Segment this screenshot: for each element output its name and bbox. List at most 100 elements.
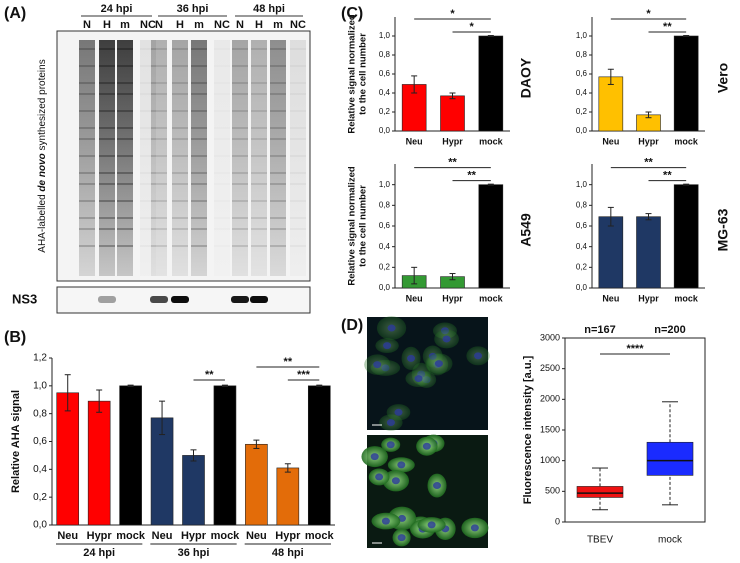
- bar: [440, 95, 465, 132]
- y-tick-label: 0,4: [379, 242, 391, 251]
- panel-label: (C): [341, 5, 363, 22]
- y-tick-label: 0,8: [379, 200, 391, 209]
- bar: [307, 385, 331, 526]
- bar: [119, 385, 142, 526]
- blot-band: [191, 183, 207, 185]
- blot-band: [151, 155, 167, 157]
- blot-band: [251, 245, 267, 247]
- lane-label: H: [103, 19, 111, 31]
- y-tick-label: 0,2: [33, 492, 47, 503]
- y-tick-label: 0,2: [379, 262, 391, 271]
- blot-band: [172, 65, 188, 67]
- x-tick-label: Neu: [406, 293, 423, 303]
- blot-band: [214, 183, 230, 185]
- blot-band: [117, 82, 133, 84]
- blot-band: [117, 65, 133, 67]
- x-tick-label: mock: [479, 136, 504, 146]
- blot-band: [251, 127, 267, 129]
- blot-band: [172, 217, 188, 219]
- x-tick-label: Hypr: [638, 293, 659, 303]
- y-tick-label: 1000: [540, 455, 560, 465]
- x-tick-label: Hypr: [442, 136, 463, 146]
- n-label: n=200: [654, 324, 686, 336]
- blot-band: [79, 127, 95, 129]
- blot-band: [270, 183, 286, 185]
- x-tick-label: Hypr: [87, 530, 113, 542]
- y-tick-label: 0,6: [379, 221, 391, 230]
- x-tick-label: mock: [658, 535, 683, 546]
- y-tick-label: 1,0: [576, 31, 588, 40]
- blot-band: [151, 217, 167, 219]
- blot-band: [191, 245, 207, 247]
- blot-band: [79, 48, 95, 50]
- blot-band: [270, 138, 286, 140]
- blot-band: [117, 183, 133, 185]
- y-tick-label: 0,6: [379, 69, 391, 78]
- nucleus: [394, 408, 403, 416]
- significance-label: ****: [626, 343, 644, 355]
- blot-band: [79, 93, 95, 95]
- x-tick-label: TBEV: [587, 535, 613, 546]
- blot-band: [172, 48, 188, 50]
- blot-band: [151, 245, 167, 247]
- blot-band: [151, 200, 167, 202]
- blot-band: [251, 228, 267, 230]
- ylabel-part: de novo: [37, 153, 48, 191]
- blot-band: [79, 172, 95, 174]
- blot-band: [99, 65, 115, 67]
- blot-band: [191, 65, 207, 67]
- y-tick-label: 0,6: [576, 69, 588, 78]
- blot-band: [99, 172, 115, 174]
- y-tick-label: 1,0: [379, 31, 391, 40]
- n-label: n=167: [584, 324, 616, 336]
- blot-band: [117, 155, 133, 157]
- nucleus: [391, 477, 400, 485]
- lane-label: H: [176, 19, 184, 31]
- nucleus: [386, 419, 395, 427]
- blot-band: [270, 228, 286, 230]
- blot-band: [79, 155, 95, 157]
- blot-band: [270, 110, 286, 112]
- blot-band: [214, 93, 230, 95]
- blot-band: [251, 217, 267, 219]
- group-label: 24 hpi: [83, 547, 115, 559]
- blot-band: [290, 93, 306, 95]
- blot-band: [99, 217, 115, 219]
- blot-band: [270, 217, 286, 219]
- nucleus: [414, 375, 423, 383]
- blot-band: [214, 138, 230, 140]
- blot-band: [232, 110, 248, 112]
- blot-band: [99, 200, 115, 202]
- blot-band: [232, 155, 248, 157]
- blot-band: [232, 172, 248, 174]
- blot-band: [79, 110, 95, 112]
- blot-band: [79, 245, 95, 247]
- y-tick-label: 1,0: [33, 380, 47, 391]
- y-tick-label: 0,0: [576, 283, 588, 292]
- blot-band: [151, 127, 167, 129]
- blot-band: [214, 217, 230, 219]
- blot-band: [99, 82, 115, 84]
- panel-label: (D): [341, 317, 363, 334]
- blot-lane: [99, 40, 115, 276]
- bar: [673, 35, 699, 132]
- blot-band: [191, 138, 207, 140]
- blot-band: [79, 65, 95, 67]
- x-tick-label: Neu: [246, 530, 267, 542]
- blot-band: [172, 245, 188, 247]
- blot-band: [214, 110, 230, 112]
- y-tick-label: 0,4: [33, 464, 47, 475]
- blot-band: [191, 110, 207, 112]
- blot-band: [117, 217, 133, 219]
- y-tick-label: 0,8: [576, 200, 588, 209]
- blot-band: [270, 200, 286, 202]
- significance-label: *: [450, 8, 455, 20]
- panel-label: (A): [4, 5, 26, 22]
- blot-band: [290, 200, 306, 202]
- lane-label: m: [120, 19, 130, 31]
- blot-band: [290, 48, 306, 50]
- y-axis-label: Fluorescence intensity [a.u.]: [522, 355, 534, 504]
- blot-band: [99, 110, 115, 112]
- blot-band: [151, 183, 167, 185]
